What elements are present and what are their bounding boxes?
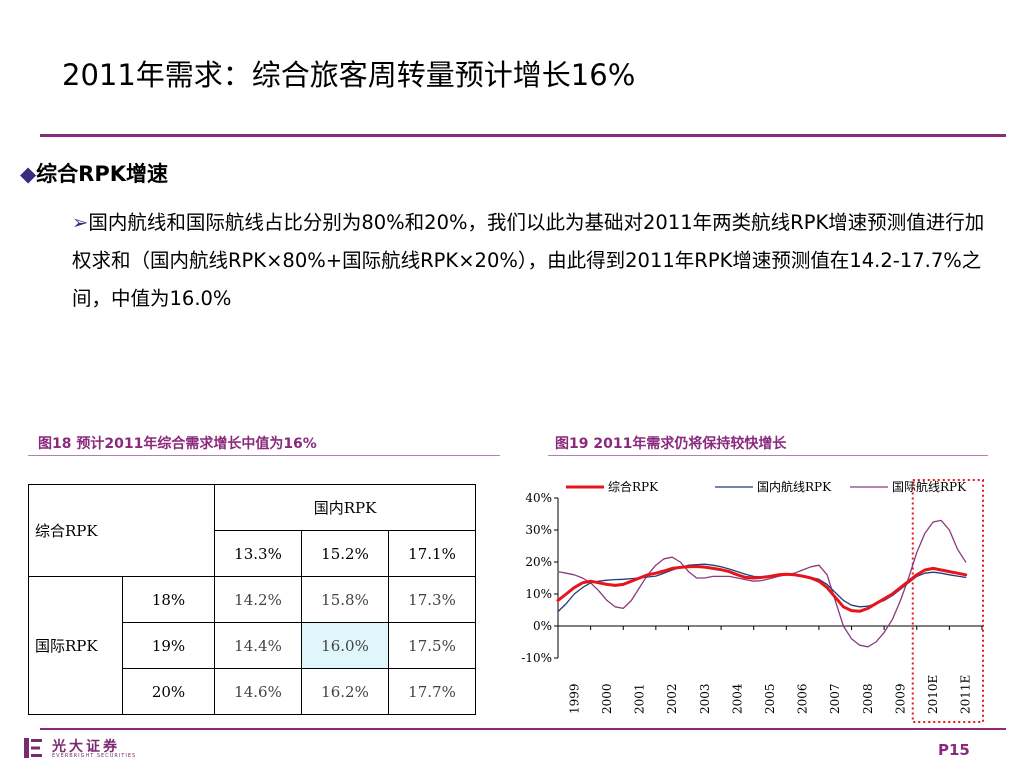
page-title: 2011年需求：综合旅客周转量预计增长16% <box>62 58 636 92</box>
table-row: 国际RPK 18% 14.2% 15.8% 17.3% <box>28 576 476 715</box>
table-cell: 15.8% <box>301 576 389 623</box>
table-cell: 17.5% <box>388 622 476 669</box>
rpk-weighting-table: 综合RPK 国内RPK 13.3% 15.2% 17.1% 国际RPK 18% … <box>28 484 476 715</box>
series-line <box>557 519 967 648</box>
table-cell: 14.2% <box>214 576 302 623</box>
x-tick-label: 2010E <box>926 675 940 714</box>
domestic-value-cell: 15.2% <box>301 530 389 577</box>
table-cell: 16.2% <box>301 668 389 715</box>
figure19-caption: 图19 2011年需求仍将保持较快增长 <box>555 436 787 452</box>
figure18-caption-rule <box>28 455 500 456</box>
domestic-value-cell: 17.1% <box>388 530 476 577</box>
analysis-paragraph-text: 国内航线和国际航线占比分别为80%和20%，我们以此为基础对2011年两类航线R… <box>72 211 985 310</box>
domestic-value-cell: 13.3% <box>214 530 302 577</box>
arrow-right-icon: ➢ <box>72 211 89 234</box>
section-heading: ◆综合RPK增速 <box>20 158 168 188</box>
section-heading-text: 综合RPK增速 <box>36 162 168 186</box>
table-cell: 14.6% <box>214 668 302 715</box>
y-tick-label: -10% <box>521 651 552 665</box>
logo-subtext: EVERBRIGHT SECURITIES <box>52 753 137 759</box>
x-tick-label: 2011E <box>959 675 973 714</box>
x-tick-label: 2006 <box>796 683 810 714</box>
rpk-growth-line-chart: -10% 0% 10% 20% 30% 40% 1999 2000 2001 2002 2003 20… <box>521 479 984 723</box>
y-tick-label: 30% <box>525 523 552 537</box>
intl-value-cell: 20% <box>122 668 215 715</box>
intl-value-cell: 18% <box>122 576 215 623</box>
table-row: 20% 14.6% 16.2% 17.7% <box>29 668 476 715</box>
x-tick-label: 2008 <box>861 683 875 714</box>
x-tick-label: 2001 <box>633 683 647 714</box>
x-tick-label: 2002 <box>665 683 679 714</box>
legend-label: 国内航线RPK <box>757 479 832 494</box>
y-tick-label: 40% <box>525 491 552 505</box>
highlighted-median-cell: 16.0% <box>301 622 389 669</box>
x-tick-label: 2000 <box>600 683 614 714</box>
figure18-caption: 图18 预计2011年综合需求增长中值为16% <box>38 436 317 452</box>
logo-text: 光大证券 <box>52 739 120 755</box>
x-tick-label: 2003 <box>698 683 712 714</box>
domestic-rpk-header: 国内RPK <box>214 484 476 531</box>
x-tick-label: 2004 <box>730 683 744 714</box>
everbright-logo-icon <box>24 738 42 758</box>
intl-value-cell: 19% <box>122 622 215 669</box>
x-tick-label: 2005 <box>763 683 777 714</box>
footer-divider <box>40 728 1006 730</box>
table-row: 19% 14.4% 16.0% 17.5% <box>29 622 476 669</box>
x-tick-label: 2009 <box>893 683 907 714</box>
x-tick-label: 2007 <box>828 683 842 714</box>
analysis-paragraph: ➢国内航线和国际航线占比分别为80%和20%，我们以此为基础对2011年两类航线… <box>72 204 1002 318</box>
forecast-highlight-box <box>911 479 984 723</box>
page-number: P15 <box>938 741 970 759</box>
table-cell: 17.7% <box>388 668 476 715</box>
legend-label: 国际航线RPK <box>892 479 967 494</box>
diamond-icon: ◆ <box>20 162 37 186</box>
table-cell: 17.3% <box>388 576 476 623</box>
y-tick-label: 10% <box>525 587 552 601</box>
y-tick-label: 20% <box>525 555 552 569</box>
header-divider <box>40 134 1006 137</box>
figure19-caption-rule <box>548 455 988 456</box>
x-tick-label: 1999 <box>567 683 581 714</box>
table-corner-label: 综合RPK <box>28 484 215 577</box>
series-line <box>556 565 968 613</box>
y-tick-label: 0% <box>533 619 552 633</box>
legend-label: 综合RPK <box>608 479 659 494</box>
intl-rpk-header: 国际RPK <box>28 576 123 715</box>
table-cell: 14.4% <box>214 622 302 669</box>
